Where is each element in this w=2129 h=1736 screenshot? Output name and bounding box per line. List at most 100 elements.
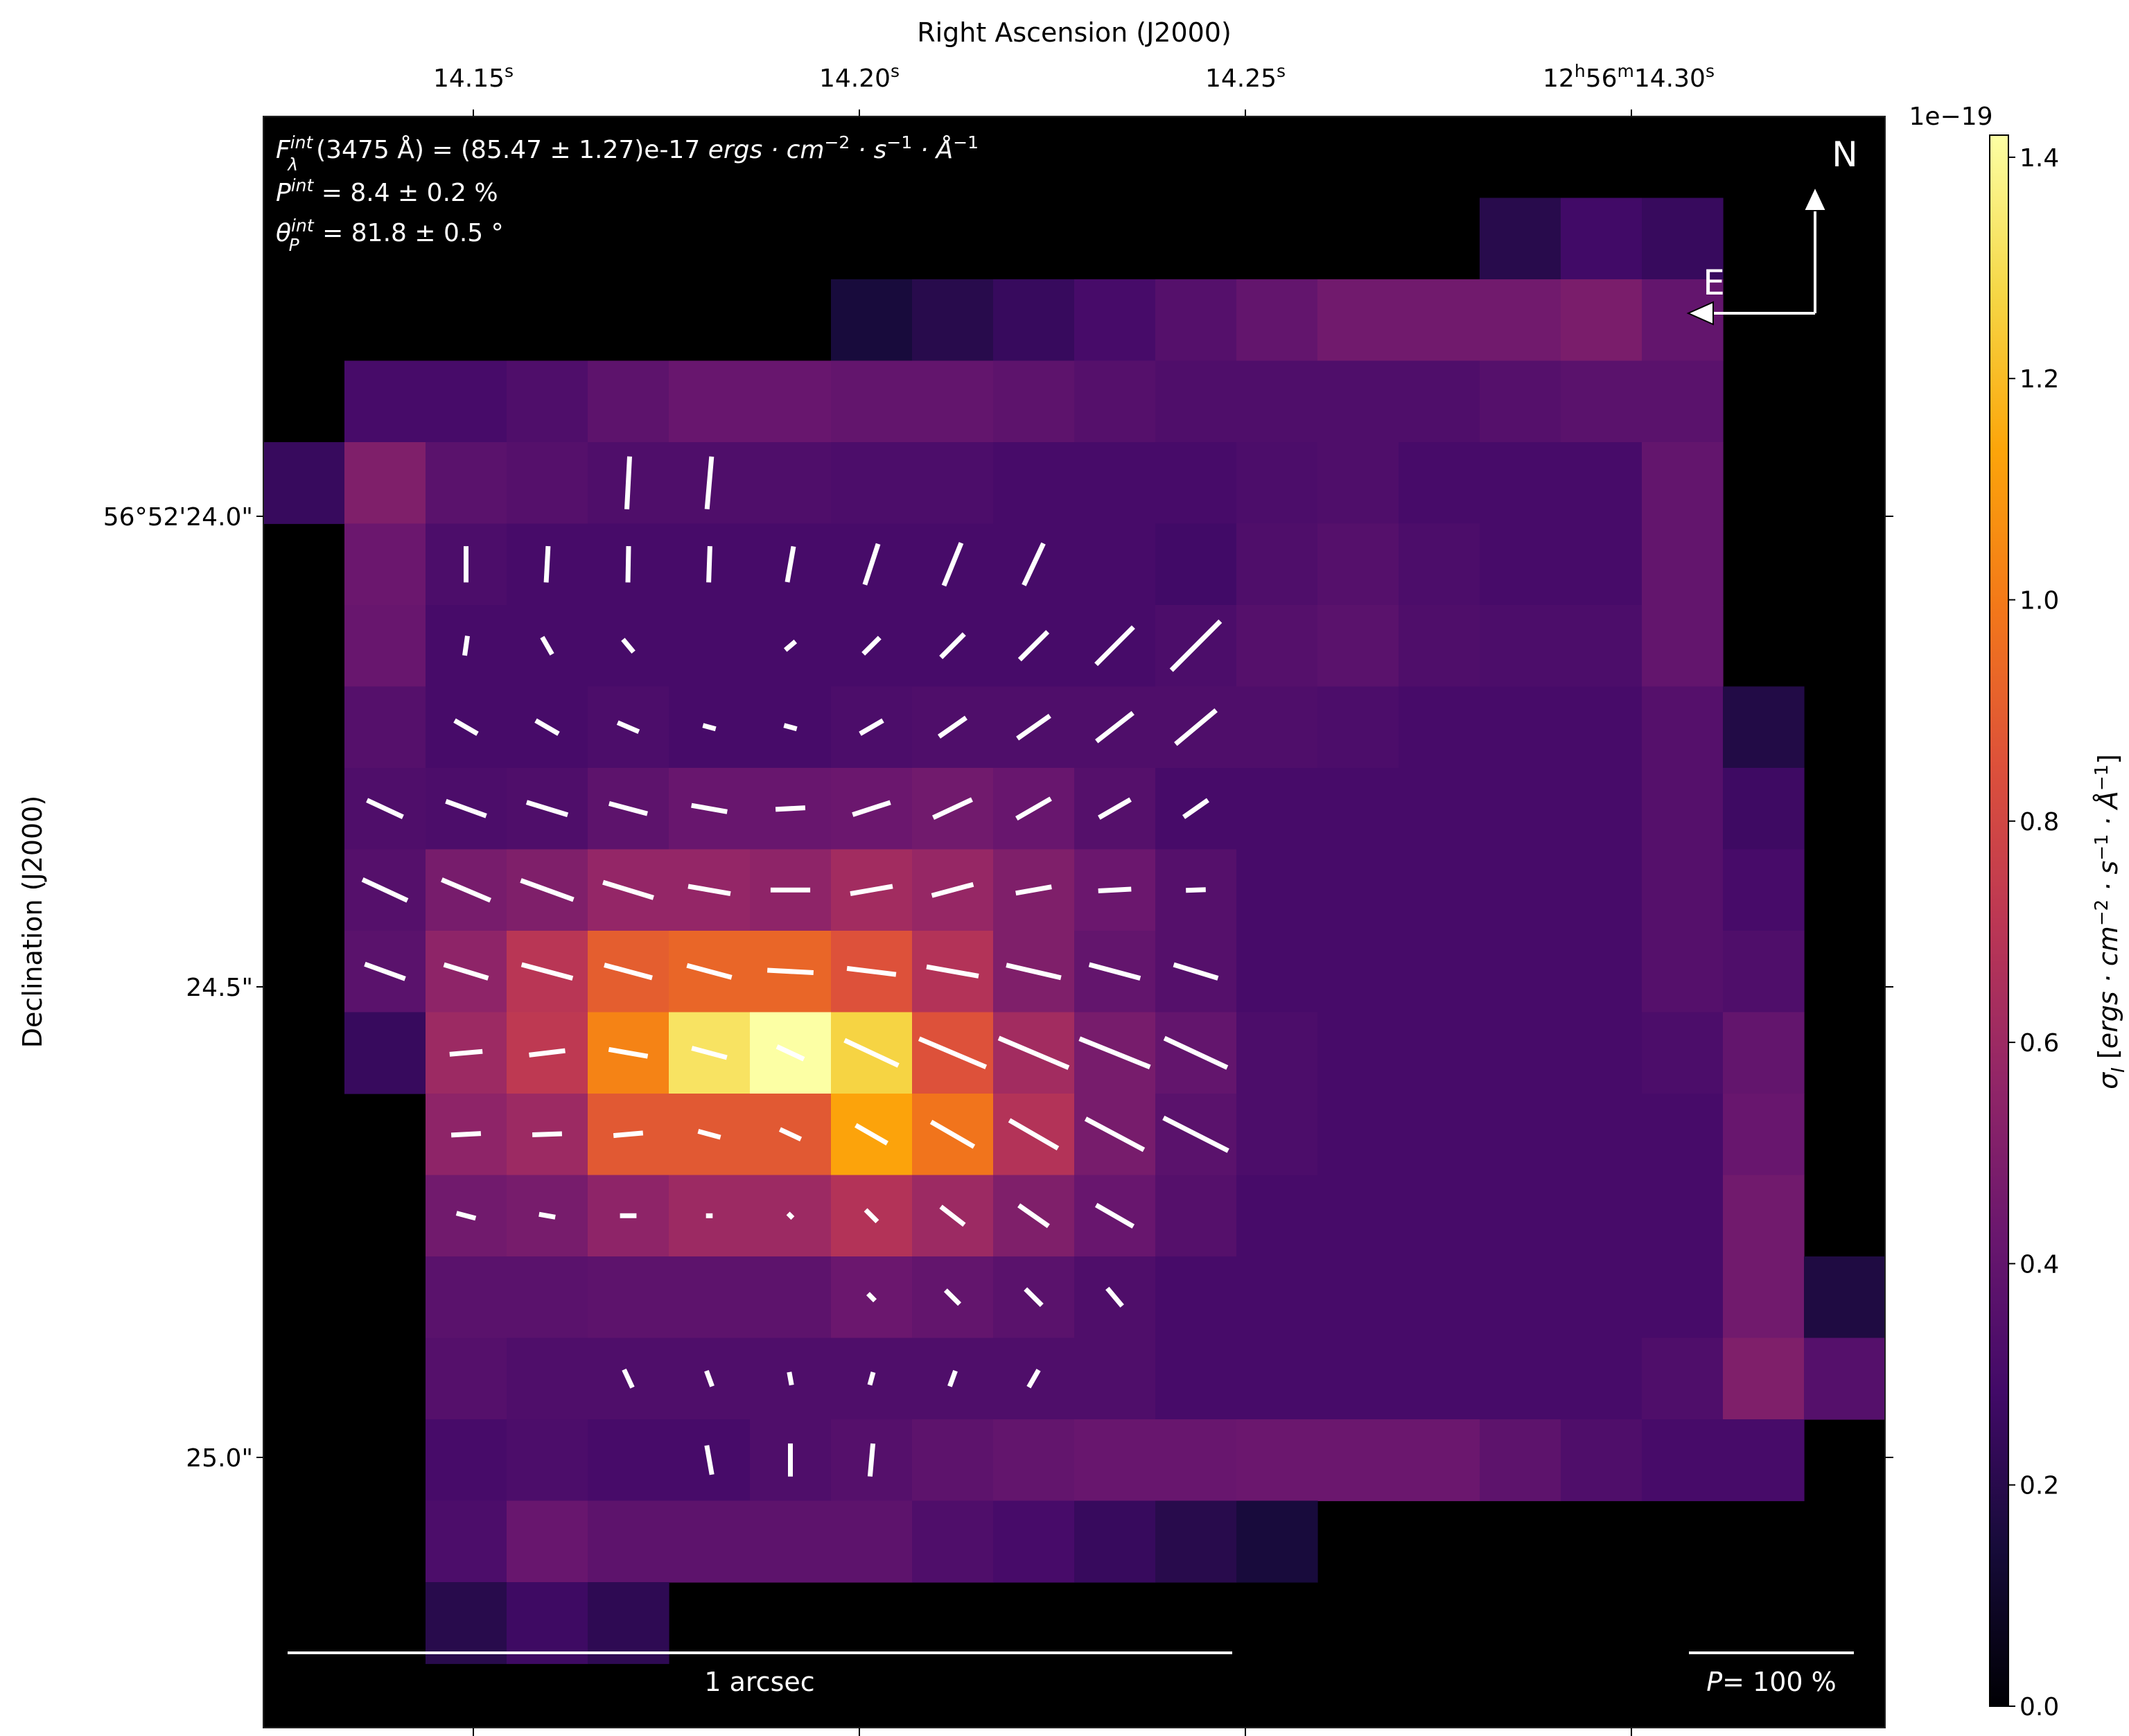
polarization-vector xyxy=(783,639,798,652)
heatmap-cell xyxy=(1236,931,1318,1013)
polarization-vector xyxy=(532,1131,563,1137)
plot-frame xyxy=(263,116,1886,1728)
polarization-vector xyxy=(455,1211,477,1221)
heatmap-cell xyxy=(1074,360,1156,443)
heatmap-cell xyxy=(993,1500,1075,1583)
heatmap-cell xyxy=(1317,849,1399,931)
polarization-vector xyxy=(1024,1287,1044,1307)
polarization-vector xyxy=(776,1044,805,1062)
heatmap-cell xyxy=(1480,360,1561,443)
heatmap-cell xyxy=(1723,686,1805,769)
polarization-vector xyxy=(1174,708,1218,746)
polarization-vector xyxy=(445,798,487,818)
heatmap-cell xyxy=(1236,523,1318,606)
polarization-vector xyxy=(604,963,653,981)
heatmap-cell xyxy=(1561,360,1642,443)
heatmap-cell xyxy=(1317,279,1399,362)
heatmap-cell xyxy=(1236,1338,1318,1420)
polarization-vector xyxy=(1173,962,1219,981)
polarization-vector xyxy=(1098,797,1132,820)
heatmap-cell xyxy=(1236,279,1318,362)
polarization-vector xyxy=(997,1035,1070,1070)
ra-tick-label: 14.25s xyxy=(1205,61,1286,93)
polarization-vector xyxy=(1026,1369,1041,1389)
colorbar-tick-label: 1.4 xyxy=(2020,144,2059,173)
heatmap-cell xyxy=(1561,1256,1642,1339)
polarization-vector xyxy=(929,1119,976,1149)
polarization-vector xyxy=(1022,542,1046,586)
heatmap-cell xyxy=(1074,279,1156,362)
polarization-vector xyxy=(1095,710,1134,744)
heatmap-cell xyxy=(1155,360,1237,443)
heatmap-cell xyxy=(1561,1094,1642,1176)
heatmap-cell xyxy=(1642,1175,1724,1257)
heatmap-cell xyxy=(1561,523,1642,606)
east-label: E xyxy=(1703,263,1725,303)
dec-axis: 56°52'24.0" 24.5" 25.0" xyxy=(103,503,1893,1473)
polarization-vector xyxy=(616,720,640,735)
heatmap-cell xyxy=(1480,1094,1561,1176)
ra-tick-label: 14.15s xyxy=(433,61,514,93)
heatmap-cell xyxy=(1561,1419,1642,1502)
heatmap-cell xyxy=(1236,1012,1318,1094)
scale-bars: 1 arcsec P= 100 % xyxy=(288,1651,1854,1697)
heatmap-cell xyxy=(1399,360,1480,443)
heatmap-cell xyxy=(426,1419,507,1502)
polarization-vector xyxy=(622,1368,635,1389)
heatmap-cell xyxy=(1642,1012,1724,1094)
heatmap-cell xyxy=(669,1256,751,1339)
polarization-vector xyxy=(608,1046,649,1059)
heatmap-cell xyxy=(1317,605,1399,687)
polarization-vector xyxy=(859,718,884,736)
polarization-vector xyxy=(787,1371,794,1386)
heatmap-cell xyxy=(1480,1419,1561,1502)
heatmap-cell xyxy=(426,1500,507,1583)
heatmap-cell xyxy=(1399,442,1480,525)
polarization-vector xyxy=(453,718,479,736)
heatmap-cell xyxy=(1561,605,1642,687)
polarization-vector xyxy=(704,1445,715,1475)
heatmap-cell xyxy=(1723,931,1805,1013)
heatmap-cell xyxy=(426,1338,507,1420)
heatmap-cell xyxy=(426,1256,507,1339)
heatmap-cell xyxy=(1480,686,1561,769)
colorbar-gradient xyxy=(1989,134,2009,1707)
heatmap-cell xyxy=(1723,1012,1805,1094)
heatmap-cell xyxy=(1317,1338,1399,1420)
heatmap-cell xyxy=(1399,1419,1480,1502)
heatmap-cell xyxy=(1480,198,1561,280)
polarization-vector xyxy=(520,962,574,981)
polarization-vector xyxy=(625,546,631,583)
heatmap-cell xyxy=(344,686,426,769)
angle-annotation: θint P = 81.8 ± 0.5 ° xyxy=(276,216,504,255)
heatmap-cell xyxy=(1642,1256,1724,1339)
heatmap-cell xyxy=(1236,768,1318,850)
heatmap-cell xyxy=(1723,1338,1805,1420)
heatmap-cell xyxy=(1236,360,1318,443)
polarization-vector xyxy=(939,1204,966,1227)
polarization-vector xyxy=(1182,798,1210,819)
heatmap-cell xyxy=(344,442,426,525)
heatmap-cell xyxy=(507,1419,588,1502)
polarization-vector xyxy=(866,1292,877,1303)
heatmap-cell xyxy=(993,1419,1075,1502)
heatmap-cell xyxy=(1074,1419,1156,1502)
polarization-vector xyxy=(931,882,974,898)
heatmap-cell xyxy=(912,442,994,525)
top-axis-title: Right Ascension (J2000) xyxy=(917,17,1232,48)
heatmap-cell xyxy=(1155,1338,1237,1420)
heatmap-cell xyxy=(1480,1338,1561,1420)
polarization-vector xyxy=(525,800,569,818)
heatmap-cell xyxy=(1723,1419,1805,1502)
heatmap-cell xyxy=(1561,849,1642,931)
heatmap-cell xyxy=(1642,931,1724,1013)
polarization-vector xyxy=(691,803,728,814)
colorbar-tick-label: 0.0 xyxy=(2020,1693,2059,1721)
polarization-vector xyxy=(941,542,964,587)
colorbar-tick-label: 0.4 xyxy=(2020,1250,2059,1279)
colorbar-label: σI [ergs · cm−2 · s−1 · Å−1] xyxy=(2092,754,2129,1089)
heatmap-cell xyxy=(1236,605,1318,687)
ra-tick-label: 14.20s xyxy=(819,61,900,93)
polarization-vector xyxy=(852,800,891,817)
